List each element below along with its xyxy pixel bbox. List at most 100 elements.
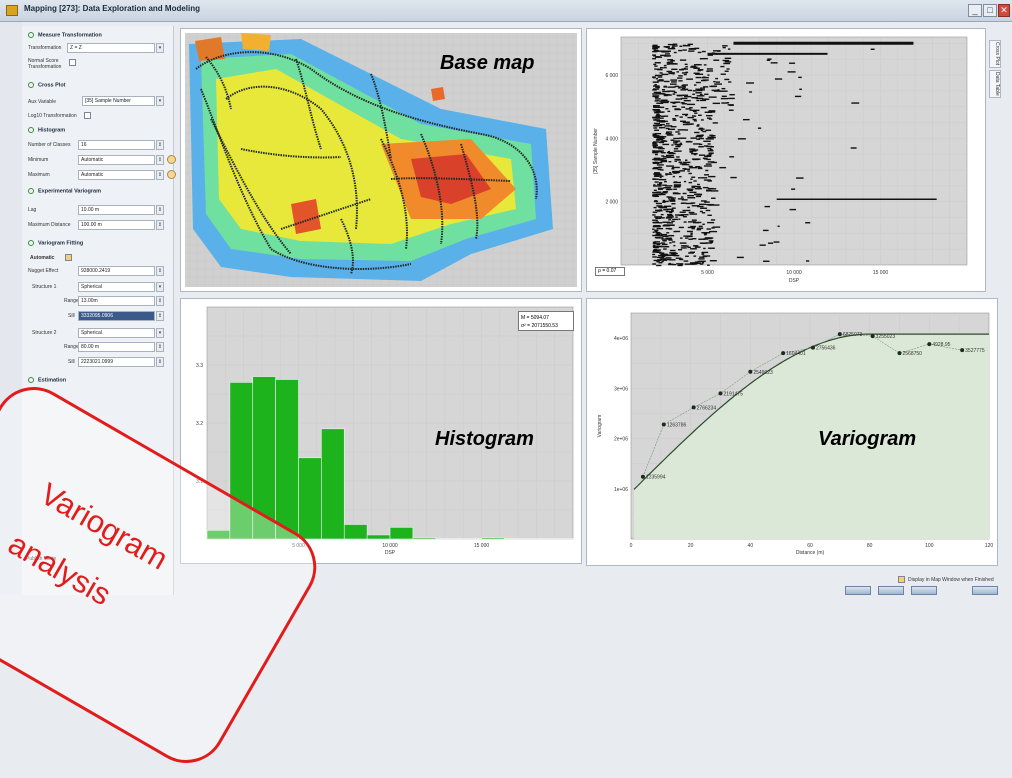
sill1-input[interactable]: 3332095.0906 — [78, 311, 155, 321]
scatter-point — [700, 119, 704, 121]
variogram-panel[interactable]: 1235994 1263786 2766234 2191475 2549023 16044… — [586, 298, 998, 566]
scatter-point — [669, 200, 676, 202]
y-tick-label: 3.1 — [196, 479, 203, 485]
experimental-point — [960, 348, 965, 353]
lag-input[interactable]: 10.00 m — [78, 205, 155, 215]
scatter-point — [658, 146, 663, 148]
footer-button-1[interactable] — [845, 586, 871, 595]
scatter-point — [657, 187, 664, 190]
automatic-checkbox[interactable] — [65, 254, 72, 261]
max-distance-stepper[interactable]: ⇕ — [156, 220, 164, 230]
scatter-point — [706, 228, 711, 230]
nugget-input[interactable]: 928000.2419 — [78, 266, 155, 276]
scatter-point — [681, 106, 686, 108]
scatter-point — [653, 244, 656, 247]
app-icon — [6, 5, 18, 16]
aux-variable-select[interactable]: [35] Sample Number — [82, 96, 155, 106]
experimental-point-label: 1235994 — [646, 475, 666, 481]
minimum-input[interactable]: Automatic — [78, 155, 155, 165]
maximum-reset-icon[interactable] — [167, 170, 176, 179]
maximum-input[interactable]: Automatic — [78, 170, 155, 180]
sill2-input[interactable]: 2223021.0999 — [78, 357, 155, 367]
display-map-checkbox[interactable] — [898, 576, 905, 583]
scatter-point — [665, 120, 668, 123]
range1-stepper[interactable]: ⇕ — [156, 296, 164, 306]
sill2-stepper[interactable]: ⇕ — [156, 357, 164, 367]
scatter-point — [660, 258, 667, 260]
minimum-stepper[interactable]: ⇕ — [156, 155, 164, 165]
scatter-point — [652, 93, 658, 95]
section-histogram[interactable]: Histogram — [28, 127, 65, 133]
y-axis-label: [35] Sample Number — [593, 128, 599, 174]
scatter-point — [657, 106, 665, 109]
footer-button-2[interactable] — [878, 586, 904, 595]
structure1-select[interactable]: Spherical — [78, 282, 155, 292]
maximize-button[interactable]: □ — [983, 4, 997, 17]
scatter-point — [666, 123, 670, 125]
scatter-point — [806, 260, 810, 262]
structure1-dropdown-icon[interactable]: ▾ — [156, 282, 164, 292]
minimize-button[interactable]: _ — [968, 4, 982, 17]
histogram-canvas[interactable]: 5 000 10 000 15 000 DSP 3.1 3.2 3.3 — [181, 299, 581, 563]
num-classes-input[interactable]: 16 — [78, 140, 155, 150]
aux-variable-dropdown-icon[interactable]: ▾ — [156, 96, 164, 106]
variogram-canvas[interactable]: 1235994 1263786 2766234 2191475 2549023 16044… — [587, 299, 997, 565]
scatter-point — [657, 188, 663, 190]
section-cross-plot[interactable]: Cross Plot — [28, 82, 66, 88]
structure2-select[interactable]: Spherical — [78, 328, 155, 338]
scatter-point — [712, 226, 721, 228]
scatter-point — [669, 171, 672, 174]
sill1-stepper[interactable]: ⇕ — [156, 311, 164, 321]
histogram-panel[interactable]: 5 000 10 000 15 000 DSP 3.1 3.2 3.3 M = 5094.0… — [180, 298, 582, 564]
footer-button-4[interactable] — [972, 586, 998, 595]
lag-stepper[interactable]: ⇕ — [156, 205, 164, 215]
nugget-stepper[interactable]: ⇕ — [156, 266, 164, 276]
structure2-dropdown-icon[interactable]: ▾ — [156, 328, 164, 338]
scatter-point — [702, 186, 709, 189]
cross-plot-panel[interactable]: 5 000 10 000 15 000 2 000 4 000 6 000 DSP [35] … — [586, 28, 986, 292]
base-map-canvas[interactable] — [181, 29, 581, 291]
close-button[interactable]: ✕ — [998, 4, 1010, 17]
transformation-select[interactable]: Z = Z — [67, 43, 155, 53]
scatter-point — [703, 247, 706, 250]
minimum-reset-icon[interactable] — [167, 155, 176, 164]
footer-button-3[interactable] — [911, 586, 937, 595]
maximum-stepper[interactable]: ⇕ — [156, 170, 164, 180]
range1-input[interactable]: 13.00m — [78, 296, 155, 306]
scatter-point — [691, 205, 700, 207]
scatter-point — [713, 90, 722, 92]
max-distance-label: Maximum Distance — [28, 222, 71, 228]
range2-stepper[interactable]: ⇕ — [156, 342, 164, 352]
scatter-point — [667, 90, 676, 92]
section-measure-transformation[interactable]: Measure Transformation — [28, 32, 102, 38]
scatter-point — [659, 72, 663, 74]
scatter-point — [695, 158, 701, 160]
tab-cross-plot[interactable]: Cross Plot — [989, 40, 1001, 68]
section-experimental-variogram[interactable]: Experimental Variogram — [28, 188, 101, 194]
x-tick-label: 100 — [925, 543, 934, 549]
cross-plot-canvas[interactable]: 5 000 10 000 15 000 2 000 4 000 6 000 DSP [35] … — [587, 29, 985, 291]
tab-data-table[interactable]: Data Table — [989, 70, 1001, 98]
section-variogram-fitting[interactable]: Variogram Fitting — [28, 240, 83, 246]
scatter-point — [702, 57, 708, 60]
scatter-point — [659, 235, 664, 237]
max-distance-input[interactable]: 100.00 m — [78, 220, 155, 230]
section-estimation[interactable]: Estimation — [28, 377, 66, 383]
scatter-point — [678, 226, 684, 229]
display-map-option[interactable]: Display in Map Window when Finished — [898, 576, 994, 583]
num-classes-stepper[interactable]: ⇕ — [156, 140, 164, 150]
range2-input[interactable]: 80.00 m — [78, 342, 155, 352]
transformation-dropdown-icon[interactable]: ▾ — [156, 43, 164, 53]
experimental-line — [642, 333, 963, 477]
scatter-point — [709, 230, 718, 233]
scatter-point — [728, 97, 735, 100]
x-tick-label: 15 000 — [873, 270, 889, 276]
base-map-panel[interactable] — [180, 28, 582, 292]
scatter-point — [698, 238, 706, 240]
log-transform-checkbox[interactable] — [84, 112, 91, 119]
scatter-point — [701, 98, 708, 100]
normal-score-checkbox[interactable] — [69, 59, 76, 66]
scatter-point — [707, 180, 713, 182]
scatter-point — [664, 180, 667, 183]
scatter-point — [663, 46, 670, 48]
